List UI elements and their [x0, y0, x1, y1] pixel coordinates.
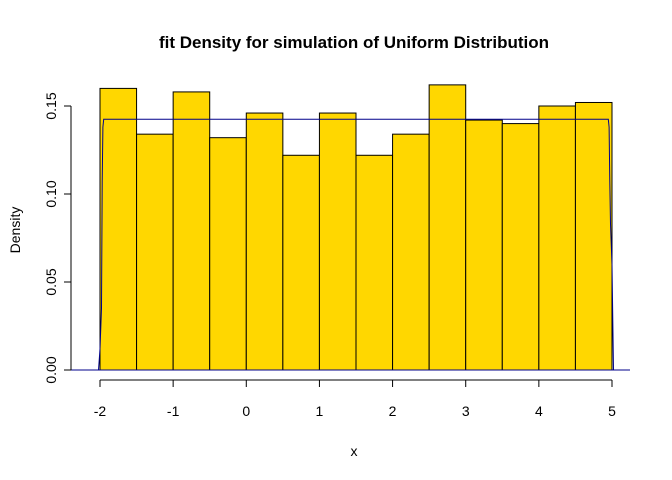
histogram-bar-5 [245, 112, 284, 371]
histogram-bar-11 [465, 119, 503, 371]
bars-layer [99, 84, 613, 371]
axes-layer: -2 -1 0 1 2 3 4 5 0.00 0.05 0.10 0.15 [43, 92, 616, 419]
histogram-bar-2 [136, 133, 174, 371]
histogram-bar-9 [392, 133, 430, 371]
histogram-bar-12 [501, 123, 540, 371]
y-tick-label-0.10: 0.10 [43, 180, 59, 207]
y-tick-label-0.15: 0.15 [43, 92, 59, 119]
x-axis-title: x [351, 443, 358, 459]
histogram-bar-6 [282, 154, 320, 371]
histogram-bar-13 [538, 105, 576, 371]
x-tick-label--1: -1 [167, 403, 180, 419]
density-curve [98, 118, 614, 371]
y-tick-label-0.05: 0.05 [43, 268, 59, 295]
x-tick-label-5: 5 [608, 403, 616, 419]
x-tick-label-2: 2 [389, 403, 397, 419]
x-tick-label-1: 1 [316, 403, 324, 419]
histogram-bar-7 [318, 112, 357, 371]
histogram-bar-4 [209, 137, 247, 371]
histogram-bar-14 [574, 101, 613, 371]
histogram-bar-10 [428, 84, 467, 371]
chart-title: fit Density for simulation of Uniform Di… [159, 33, 549, 52]
histogram-bar-8 [355, 154, 394, 371]
curve-layer [71, 118, 630, 371]
x-tick-label--2: -2 [94, 403, 107, 419]
histogram-bar-1 [99, 87, 138, 371]
x-tick-label-3: 3 [462, 403, 470, 419]
x-tick-label-0: 0 [242, 403, 250, 419]
x-tick-label-4: 4 [535, 403, 543, 419]
y-tick-label-0.00: 0.00 [43, 356, 59, 383]
y-axis-title: Density [7, 207, 23, 254]
histogram-bar-3 [172, 91, 211, 371]
